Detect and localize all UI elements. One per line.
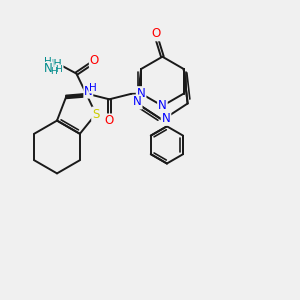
Text: N: N [44, 62, 52, 75]
Text: N: N [137, 87, 146, 100]
Text: N: N [133, 95, 142, 109]
Text: O: O [90, 54, 99, 67]
Text: H: H [50, 67, 57, 76]
Text: H: H [55, 65, 62, 74]
Text: O: O [105, 114, 114, 128]
Text: NH: NH [46, 59, 63, 69]
Text: N: N [84, 85, 93, 98]
Text: N: N [158, 99, 167, 112]
Text: H: H [89, 83, 97, 93]
Text: S: S [92, 108, 100, 121]
Text: O: O [151, 27, 160, 40]
Text: H: H [44, 57, 52, 67]
Text: N: N [162, 112, 170, 125]
